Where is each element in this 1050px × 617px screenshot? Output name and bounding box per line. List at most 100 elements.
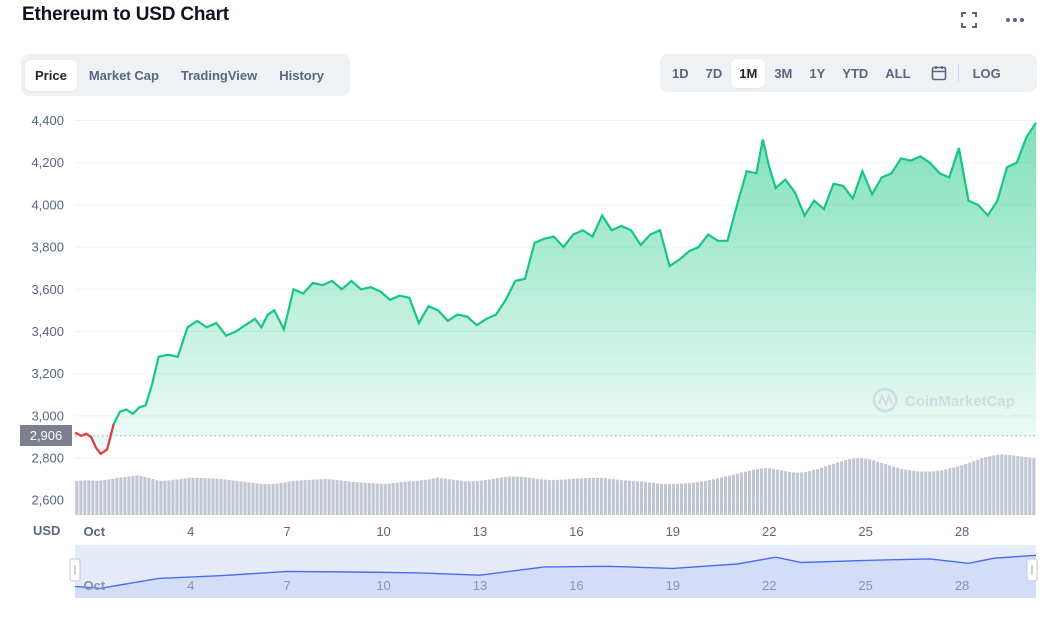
currency-label: USD: [33, 523, 60, 538]
volume-bar: [868, 459, 872, 515]
volume-bar: [291, 480, 295, 515]
volume-bar: [519, 476, 523, 515]
volume-bar: [764, 467, 768, 515]
volume-bar: [828, 464, 832, 515]
volume-bar: [956, 466, 960, 515]
more-icon[interactable]: [1004, 10, 1026, 30]
navigator-tick-label: 16: [569, 578, 583, 593]
volume-bar: [207, 478, 211, 515]
volume-bar: [271, 483, 275, 515]
volume-bar: [812, 470, 816, 515]
volume-bar: [339, 480, 343, 515]
volume-bar: [195, 477, 199, 515]
range-1d[interactable]: 1D: [672, 65, 689, 81]
time-range-selector: 1D 7D 1M 3M 1Y YTD ALL LOG: [660, 54, 1037, 92]
volume-bar: [507, 476, 511, 515]
volume-bar: [579, 478, 583, 515]
volume-bar: [303, 480, 307, 515]
volume-bar: [756, 468, 760, 515]
range-ytd[interactable]: YTD: [842, 65, 869, 81]
x-tick-label: Oct: [83, 524, 105, 539]
volume-bar: [111, 478, 115, 515]
divider: [957, 64, 959, 82]
range-7d[interactable]: 7D: [705, 65, 723, 81]
volume-bar: [91, 480, 95, 515]
volume-bar: [547, 480, 551, 515]
volume-bar: [255, 483, 259, 515]
volume-bar: [139, 475, 143, 515]
chart-toolbar: [958, 10, 1026, 30]
tab-tradingview[interactable]: TradingView: [180, 67, 258, 83]
tab-history[interactable]: History: [279, 67, 325, 83]
volume-bar: [723, 476, 728, 515]
volume-bar: [435, 477, 439, 515]
volume-bar: [655, 483, 660, 515]
volume-bar: [968, 462, 972, 515]
volume-bar: [483, 480, 487, 515]
y-tick-label: 4,000: [31, 197, 64, 212]
volume-bar: [415, 480, 419, 515]
volume-bar: [760, 468, 764, 515]
range-1y[interactable]: 1Y: [809, 65, 826, 81]
volume-bar: [539, 479, 543, 515]
volume-bar: [607, 478, 611, 515]
volume-bar: [79, 480, 83, 515]
volume-bar: [800, 472, 804, 515]
volume-bar: [768, 468, 772, 515]
volume-bar: [199, 477, 203, 515]
volume-bar: [535, 478, 539, 515]
volume-bar: [591, 477, 595, 515]
volume-bar: [735, 473, 740, 515]
volume-bar: [575, 478, 579, 515]
volume-bar: [183, 478, 187, 515]
volume-bar: [251, 482, 255, 515]
volume-bar: [788, 471, 792, 515]
log-scale-toggle[interactable]: LOG: [972, 65, 1001, 81]
volume-bar: [135, 475, 139, 515]
tab-market-cap[interactable]: Market Cap: [88, 67, 159, 83]
range-all[interactable]: ALL: [885, 65, 911, 81]
volume-bar: [87, 480, 91, 515]
volume-bar: [840, 461, 844, 515]
volume-bar: [471, 481, 475, 515]
volume-bar: [647, 482, 651, 515]
volume-bar: [731, 474, 736, 515]
volume-bar: [359, 482, 363, 515]
volume-bar: [715, 478, 720, 515]
volume-bar: [463, 481, 467, 515]
range-navigator[interactable]: Oct 4 7 10 13 16 19 22 25 28: [69, 545, 1038, 598]
volume-bar: [639, 481, 643, 515]
volume-bar: [279, 482, 283, 515]
volume-bar: [739, 472, 744, 515]
volume-bar: [127, 476, 131, 515]
volume-bar: [727, 475, 732, 515]
fullscreen-icon[interactable]: [958, 10, 980, 30]
volume-bar: [679, 483, 684, 515]
slider-handle-icon[interactable]: [69, 558, 81, 582]
volume-bar: [371, 483, 375, 515]
range-1m[interactable]: 1M: [731, 58, 766, 88]
volume-bar: [531, 478, 535, 515]
volume-bar: [243, 481, 247, 515]
volume-bar: [467, 481, 471, 515]
calendar-icon[interactable]: [924, 61, 954, 85]
volume-bar: [936, 470, 940, 515]
y-tick-label: 2,800: [31, 451, 64, 466]
range-3m[interactable]: 3M: [774, 65, 793, 81]
volume-bar: [355, 482, 359, 515]
slider-handle-icon[interactable]: [1026, 558, 1038, 582]
tab-price[interactable]: Price: [25, 59, 77, 91]
volume-bar: [848, 459, 852, 515]
x-tick-label: 19: [666, 524, 680, 539]
volume-bar: [283, 482, 287, 515]
volume-bar: [439, 478, 443, 515]
volume-bar: [832, 463, 836, 515]
volume-bar: [1028, 457, 1032, 515]
volume-bar: [687, 483, 692, 515]
volume-bar: [95, 480, 99, 515]
volume-bar: [223, 479, 227, 515]
volume-bar: [872, 460, 876, 515]
volume-bar: [419, 480, 423, 515]
volume-bar: [707, 480, 712, 515]
volume-bar: [559, 479, 563, 515]
